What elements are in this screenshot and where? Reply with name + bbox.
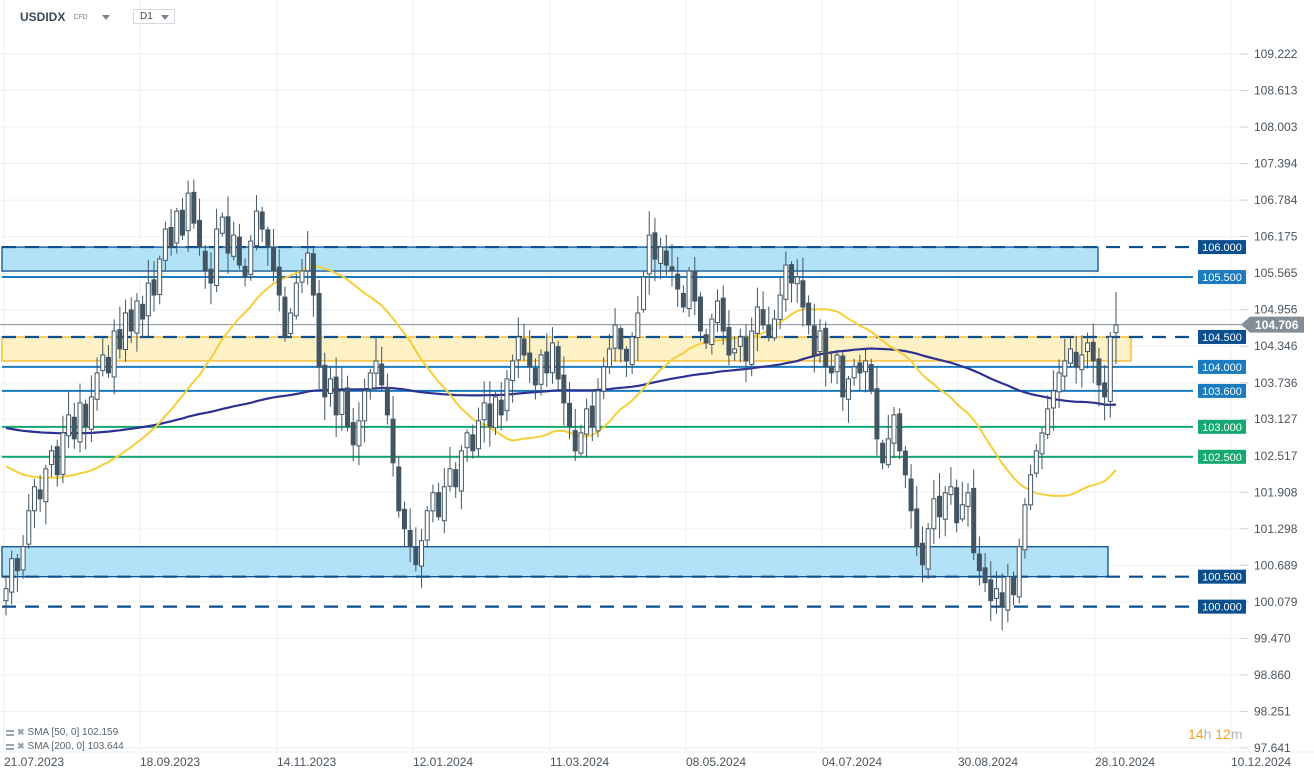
price-tick: 97.641 [1254,741,1291,755]
date-tick: 21.07.2023 [4,755,64,769]
price-tick: 98.860 [1254,668,1291,682]
level-label: 105.500 [1202,272,1242,284]
date-tick: 28.10.2024 [1095,755,1155,769]
sma-200-line [5,347,1117,435]
chevron-down-icon [161,15,169,20]
level-label: 104.500 [1202,332,1242,344]
horizontal-levels[interactable] [0,245,1246,608]
price-tick: 104.956 [1254,303,1298,317]
date-tick: 04.07.2024 [822,755,882,769]
close-icon[interactable]: ✖ [17,727,25,737]
price-tick: 101.298 [1254,522,1298,536]
current-price-tag [1241,316,1304,333]
price-tick: 104.346 [1254,339,1298,353]
date-tick: 11.03.2024 [550,755,609,769]
yellow-zone [1,336,1132,362]
legend-label: SMA [200, 0] 103.644 [27,741,124,752]
date-tick: 12.01.2024 [413,755,473,769]
time-axis[interactable]: 21.07.2023 18.09.2023 14.11.2023 12.01.2024… [4,755,1291,769]
date-tick: 08.05.2024 [686,755,746,769]
price-tick: 102.517 [1254,449,1298,463]
price-tick: 108.613 [1254,83,1298,97]
price-tick: 106.175 [1254,230,1298,244]
level-labels: 106.000 105.500 104.500 104.000 103.600 103.0… [1198,240,1304,614]
level-label: 102.500 [1202,452,1242,464]
symbol-selector[interactable]: USDIDX CFD [20,10,110,24]
price-tick: 106.784 [1254,193,1298,207]
price-tick: 107.394 [1254,157,1298,171]
price-tick: 100.079 [1254,595,1298,609]
close-icon[interactable]: ✖ [17,741,25,751]
instrument-type: CFD [73,13,88,21]
level-label: 100.500 [1202,572,1242,584]
blue-zone [1,546,1109,578]
level-label: 103.600 [1202,386,1242,398]
date-tick: 18.09.2023 [140,755,200,769]
level-label: 103.000 [1202,422,1242,434]
timeframe-dropdown[interactable]: D1 [133,9,175,24]
date-tick: 14.11.2023 [277,755,336,769]
price-tick: 105.565 [1254,266,1298,280]
symbol-name: USDIDX [20,10,66,24]
legend-label: SMA [50, 0] 102.159 [27,727,119,738]
price-tick: 99.470 [1254,631,1291,645]
settings-icon[interactable] [6,729,14,736]
price-tick: 109.222 [1254,47,1298,61]
level-label: 106.000 [1202,242,1242,254]
date-tick: 30.08.2024 [958,755,1018,769]
settings-icon[interactable] [6,743,14,750]
legend-sma-50: ✖ SMA [50, 0] 102.159 [6,727,118,738]
level-label: 100.000 [1202,602,1242,614]
support-resistance-zones [1,246,1132,578]
date-tick: 10.12.2024 [1231,755,1291,769]
chevron-down-icon[interactable] [101,14,110,20]
current-price-value: 104.706 [1255,318,1299,332]
price-tick: 108.003 [1254,120,1298,134]
price-tick: 101.908 [1254,485,1298,499]
price-tick: 103.736 [1254,376,1298,390]
chart-grid [0,0,1314,753]
timeframe-value: D1 [140,11,153,22]
sma-50-line [5,265,1117,497]
level-label: 104.000 [1202,362,1242,374]
candle-countdown: 14h 12m [1188,726,1243,742]
price-tick: 100.689 [1254,558,1298,572]
price-axis[interactable]: 109.222 108.613 108.003 107.394 106.784 106.1… [1240,47,1298,755]
price-tick: 103.127 [1254,412,1298,426]
legend-sma-200: ✖ SMA [200, 0] 103.644 [6,741,124,752]
price-tick: 98.251 [1254,704,1291,718]
candlesticks [3,179,1119,631]
